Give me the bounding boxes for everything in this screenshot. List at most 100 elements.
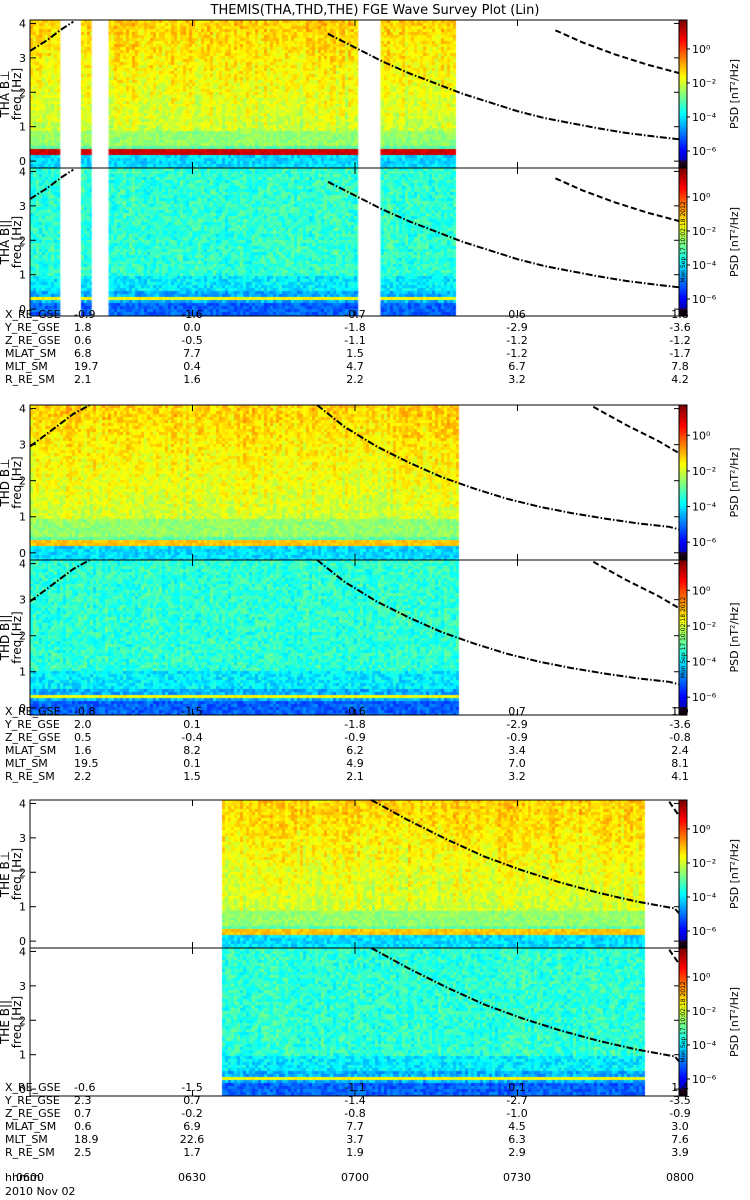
colorbar-swatch — [679, 521, 687, 525]
colorbar-swatch — [679, 160, 687, 164]
freq-tick-label: 2 — [19, 630, 26, 643]
colorbar-swatch — [679, 412, 687, 416]
colorbar-swatch — [679, 237, 687, 241]
colorbar-label: PSD [nT²/Hz] — [728, 207, 741, 277]
orbit-value: 7.7 — [183, 347, 201, 360]
colorbar-swatch — [679, 430, 687, 435]
colorbar-swatch — [679, 101, 687, 105]
colorbar-tick-label: 10⁻⁴ — [692, 259, 717, 272]
colorbar-swatch — [679, 244, 687, 248]
chart-title: THEMIS(THA,THD,THE) FGE Wave Survey Plot… — [210, 3, 540, 18]
colorbar-swatch — [679, 647, 687, 652]
colorbar-swatch — [679, 707, 687, 711]
orbit-value: -3.6 — [669, 718, 690, 731]
colorbar-swatch — [679, 443, 687, 447]
colorbar-swatch — [679, 928, 687, 932]
colorbar-swatch — [679, 212, 687, 216]
colorbar-swatch — [679, 1039, 687, 1043]
colorbar-swatch — [679, 254, 687, 258]
colorbar-swatch — [679, 464, 687, 468]
colorbar-swatch — [679, 170, 687, 174]
colorbar-swatch — [679, 893, 687, 897]
colorbar-swatch — [679, 994, 687, 998]
colorbar-swatch — [679, 554, 687, 559]
orbit-value: 3.7 — [346, 1133, 364, 1146]
orbit-value: -2.9 — [506, 321, 527, 334]
freq-tick-label: 1 — [19, 901, 26, 914]
colorbar-swatch — [679, 118, 687, 122]
colorbar-swatch — [679, 822, 687, 826]
overlay-curve-dashdot-b — [327, 180, 681, 290]
colorbar-swatch — [679, 709, 687, 714]
freq-tick-label: 4 — [19, 558, 26, 571]
colorbar-swatch — [679, 819, 687, 823]
orbit-value: 1.8 — [74, 321, 92, 334]
colorbar-swatch — [679, 301, 687, 305]
colorbar-swatch — [679, 869, 687, 873]
colorbar-swatch — [679, 658, 687, 662]
colorbar-swatch — [679, 531, 687, 535]
colorbar-swatch — [679, 1073, 687, 1077]
colorbar-swatch — [679, 985, 687, 989]
colorbar-swatch — [679, 143, 687, 147]
colorbar-swatch — [679, 943, 687, 947]
colorbar-swatch — [679, 913, 687, 917]
colorbar-swatch — [679, 202, 687, 206]
overlay-curve-dash-c — [554, 177, 681, 228]
orbit-row-label: MLT_SM — [5, 360, 48, 373]
colorbar-swatch — [679, 423, 687, 427]
orbit-value: 1.5 — [346, 347, 364, 360]
colorbar-swatch — [679, 428, 687, 432]
colorbar-swatch — [679, 113, 687, 117]
colorbar-swatch — [679, 232, 687, 236]
colorbar-swatch — [679, 441, 687, 445]
overlay-curve-dash-c — [554, 29, 681, 80]
colorbar-swatch — [679, 622, 687, 626]
orbit-value: 8.1 — [671, 757, 689, 770]
colorbar-swatch — [679, 153, 687, 157]
colorbar-swatch — [679, 1061, 687, 1065]
colorbar-swatch — [679, 436, 687, 440]
colorbar-swatch — [679, 814, 687, 818]
spectrogram-image — [30, 948, 680, 1096]
colorbar-swatch — [679, 1031, 687, 1035]
colorbar-swatch — [679, 1046, 687, 1050]
colorbar-swatch — [679, 242, 687, 246]
orbit-value: 4.1 — [671, 770, 689, 783]
colorbar-swatch — [679, 145, 687, 149]
colorbar: 10⁰ 10⁻² 10⁻⁴ 10⁻⁶ PSD [nT²/Hz] — [678, 799, 741, 949]
colorbar-swatch — [679, 1093, 687, 1097]
orbit-row-label: Z_RE_GSE — [5, 731, 61, 744]
orbit-value: -1.8 — [344, 321, 365, 334]
colorbar-swatch — [679, 474, 687, 478]
colorbar-swatch — [679, 591, 687, 595]
orbit-value: -0.5 — [181, 334, 202, 347]
orbit-value: 3.2 — [508, 770, 526, 783]
colorbar-swatch — [679, 930, 687, 934]
orbit-value: 2.9 — [508, 1146, 526, 1159]
orbit-value: -0.7 — [344, 308, 365, 321]
colorbar-swatch — [679, 42, 687, 46]
colorbar-swatch — [679, 116, 687, 120]
colorbar-swatch — [679, 279, 687, 283]
colorbar-swatch — [679, 205, 687, 209]
colorbar-swatch — [679, 665, 687, 670]
orbit-value: 2.5 — [74, 1146, 92, 1159]
colorbar-swatch — [679, 138, 687, 142]
orbit-value: 22.6 — [180, 1133, 205, 1146]
colorbar-swatch — [679, 459, 687, 463]
colorbar-swatch — [679, 891, 687, 895]
freq-tick-label: 4 — [19, 165, 26, 178]
colorbar-swatch — [679, 516, 687, 520]
orbit-value: 1.9 — [346, 1146, 364, 1159]
colorbar-swatch — [679, 886, 687, 890]
colorbar-swatch — [679, 420, 687, 424]
colorbar-swatch — [679, 286, 687, 290]
orbit-value: -3.5 — [669, 1094, 690, 1107]
freq-tick-label: 2 — [19, 866, 26, 879]
colorbar-swatch — [679, 454, 687, 458]
colorbar-swatch — [679, 812, 687, 816]
colorbar-swatch — [679, 121, 687, 125]
colorbar-swatch — [679, 425, 687, 429]
colorbar-swatch — [679, 552, 687, 556]
